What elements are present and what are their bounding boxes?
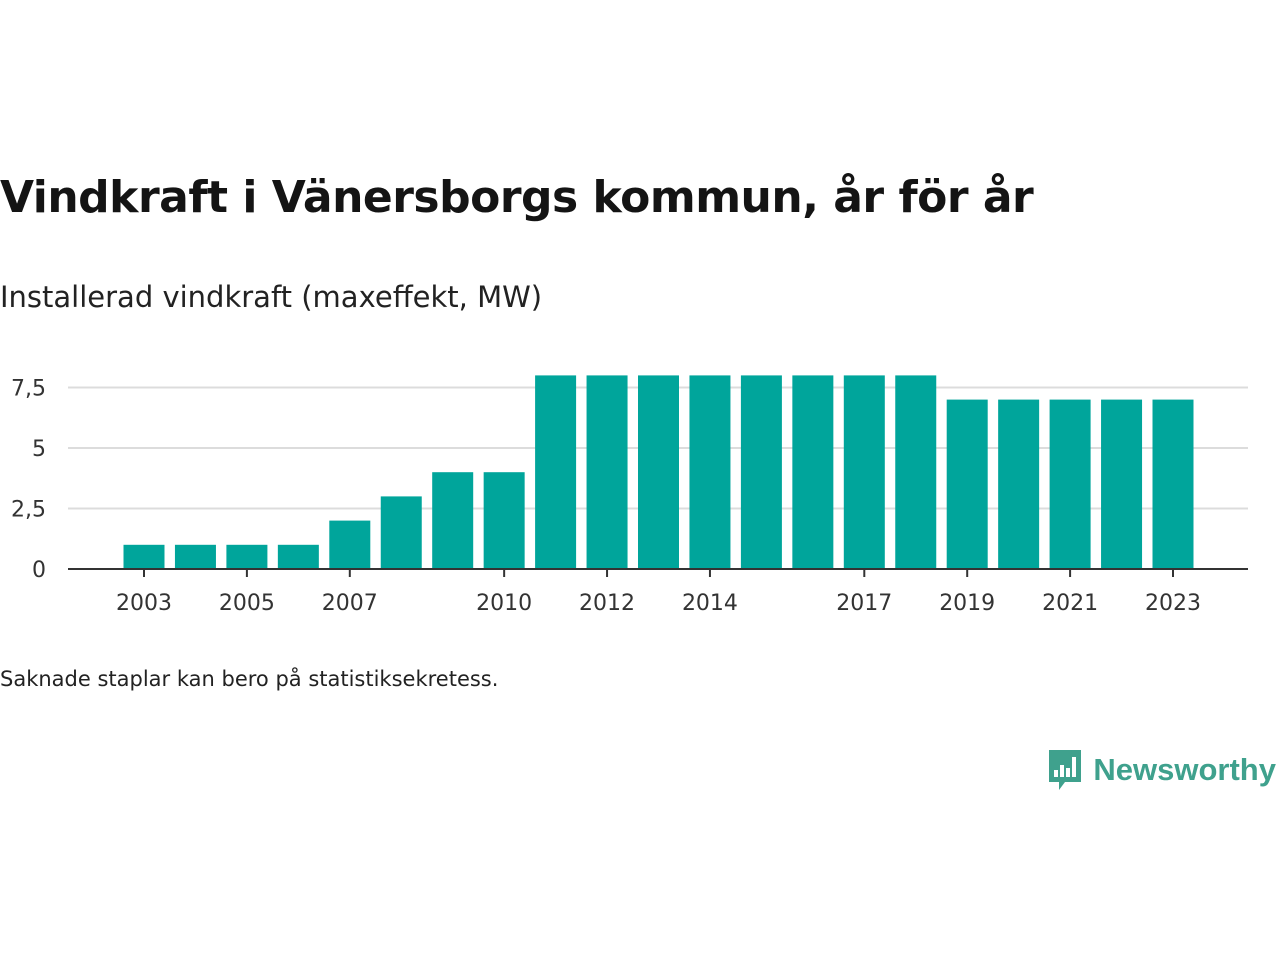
y-tick-label: 7,5 xyxy=(11,377,46,402)
x-tick-label: 2012 xyxy=(579,591,635,616)
bar-chart-speech-bubble-icon xyxy=(1049,750,1082,790)
bar-2007 xyxy=(329,520,371,569)
chart-subtitle: Installerad vindkraft (maxeffekt, MW) xyxy=(0,280,543,314)
x-tick-label: 2014 xyxy=(682,591,738,616)
bar-2011 xyxy=(535,375,577,569)
x-tick-label: 2005 xyxy=(219,591,275,616)
logo-bubble xyxy=(1049,750,1082,790)
brand-name: Newsworthy xyxy=(1093,752,1276,787)
bar-2004 xyxy=(174,544,216,569)
bar-chart: 0 2,5 5 7,5 2003 2005 2007 2010 2012 2014 2017 2019… xyxy=(11,375,1248,616)
bar-2015 xyxy=(740,375,782,569)
bar-2009 xyxy=(432,472,474,569)
y-tick-label: 2,5 xyxy=(11,498,46,523)
bar-2012 xyxy=(586,375,628,569)
bar-2017 xyxy=(843,375,885,569)
bar-2022 xyxy=(1101,399,1143,569)
x-tick-label: 2023 xyxy=(1145,591,1201,616)
footnote: Saknade staplar kan bero på statistiksek… xyxy=(0,667,499,691)
y-tick-label: 0 xyxy=(32,558,46,583)
bar-2021 xyxy=(1049,399,1091,569)
x-tick-label: 2017 xyxy=(836,591,892,616)
brand-logo: Newsworthy xyxy=(1047,748,1276,792)
bar-2003 xyxy=(123,544,165,569)
y-tick-label: 5 xyxy=(32,437,46,462)
bars xyxy=(123,375,1194,569)
bar-2020 xyxy=(998,399,1040,569)
bar-2005 xyxy=(226,544,268,569)
bar-2016 xyxy=(792,375,834,569)
bar-2008 xyxy=(380,496,422,569)
bar-2013 xyxy=(638,375,679,569)
bar-2006 xyxy=(277,544,319,569)
bar-2023 xyxy=(1152,399,1194,569)
x-tick-label: 2021 xyxy=(1042,591,1098,616)
x-tick-label: 2010 xyxy=(476,591,532,616)
bar-2014 xyxy=(689,375,731,569)
bar-2019 xyxy=(946,399,988,569)
axes: 0 2,5 5 7,5 2003 2005 2007 2010 2012 2014 2017 2019… xyxy=(11,377,1248,616)
bar-2018 xyxy=(895,375,937,569)
x-tick-label: 2007 xyxy=(322,591,378,616)
chart-title: Vindkraft i Vänersborgs kommun, år för å… xyxy=(0,172,1034,223)
bar-2010 xyxy=(483,472,525,569)
x-tick-label: 2019 xyxy=(939,591,995,616)
x-tick-label: 2003 xyxy=(116,591,172,616)
